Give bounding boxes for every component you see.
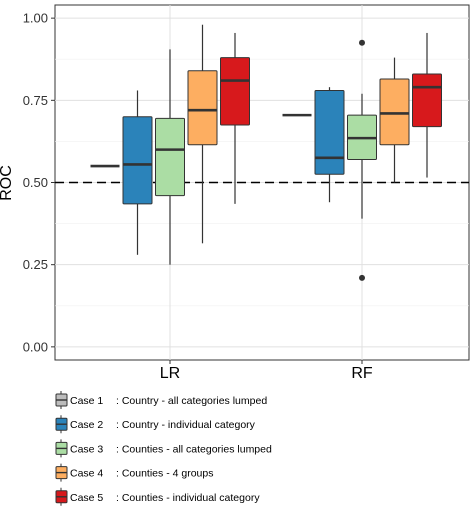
box-groups	[90, 24, 442, 281]
legend-series-description: : Counties - all categories lumped	[116, 443, 272, 455]
y-tick-label: 1.00	[23, 11, 48, 26]
box-body	[187, 70, 218, 146]
x-tick-label: RF	[351, 365, 373, 382]
outlier-point	[359, 274, 365, 281]
y-tick-label: 0.25	[23, 257, 48, 272]
box-body	[412, 73, 442, 128]
legend-series-name: Case 1	[70, 395, 103, 407]
box-lr-5	[220, 32, 250, 204]
legend-item-3: Case 3 : Counties - all categories lumped	[55, 439, 272, 458]
box-body	[220, 57, 250, 126]
box-lr-2	[122, 90, 153, 255]
box-rf-5	[412, 32, 442, 178]
box-rf-3	[347, 39, 377, 281]
box-lr-4	[187, 24, 218, 244]
y-tick-label: 0.00	[23, 339, 48, 354]
box-rf-4	[379, 57, 410, 183]
legend-item-2: Case 2 : Country - individual category	[55, 415, 256, 434]
box-body	[122, 116, 153, 205]
y-tick-label: 0.50	[23, 175, 48, 190]
box-body	[379, 78, 410, 146]
legend-item-1: Case 1 : Country - all categories lumped	[55, 391, 267, 409]
x-tick-label: LR	[160, 365, 180, 382]
y-tick-label: 0.75	[23, 93, 48, 108]
box-lr-3	[155, 49, 185, 265]
box-body	[314, 89, 345, 175]
legend-series-name: Case 3	[70, 443, 103, 455]
y-axis-title: ROC	[0, 165, 15, 201]
legend-item-5: Case 5 : Counties - individual category	[55, 487, 260, 506]
box-body	[155, 117, 185, 197]
legend-series-name: Case 5	[70, 492, 103, 504]
axes: 0.00 0.25 0.50 0.75 1.00 LR RF	[23, 11, 373, 382]
legend-series-description: : Country - all categories lumped	[116, 395, 267, 407]
legend-series-description: : Counties - individual category	[116, 492, 260, 504]
legend: Case 1: Country - all categories lumpedC…	[55, 391, 272, 506]
legend-series-name: Case 2	[70, 419, 103, 431]
box-rf-2	[314, 87, 345, 203]
legend-series-description: : Counties - 4 groups	[116, 468, 213, 480]
legend-series-description: : Country - individual category	[116, 419, 256, 431]
legend-series-name: Case 4	[70, 468, 103, 480]
legend-item-4: Case 4 : Counties - 4 groups	[55, 463, 213, 482]
outlier-point	[359, 39, 365, 46]
